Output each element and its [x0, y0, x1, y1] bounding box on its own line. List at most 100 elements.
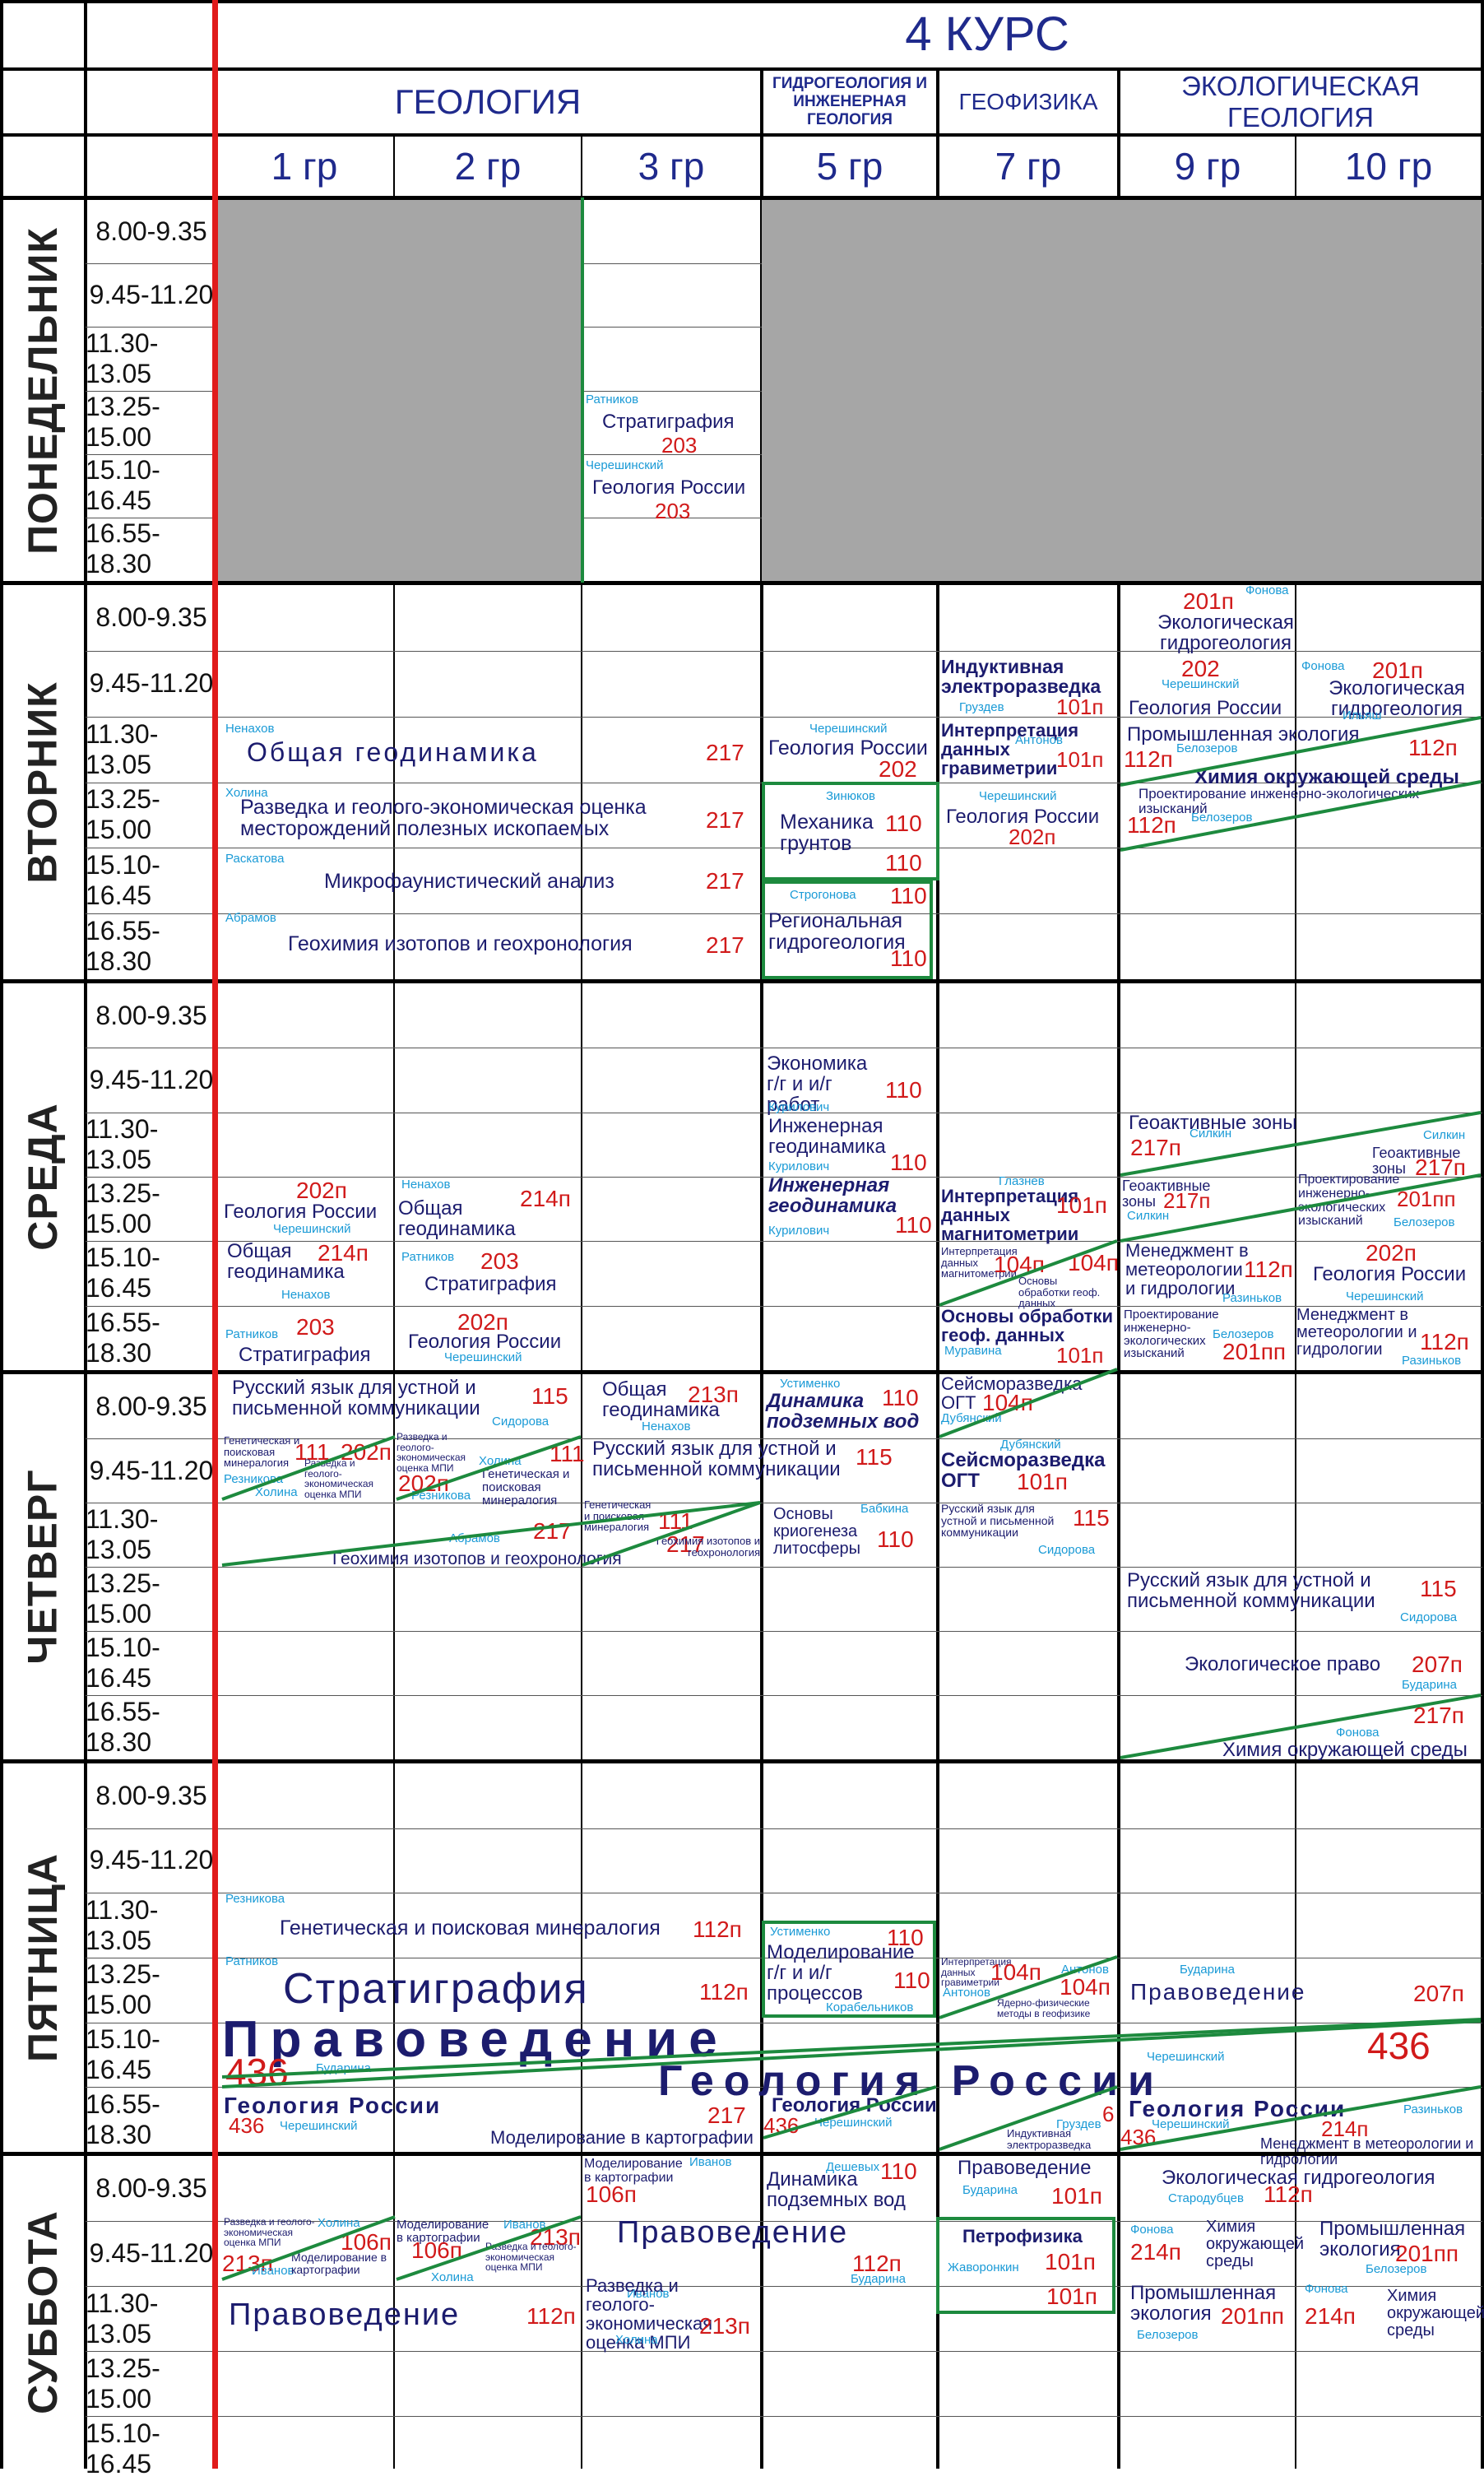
subject: Геология России: [408, 1331, 562, 1353]
teacher: Абрамов: [449, 1531, 500, 1545]
room: 436: [229, 2113, 265, 2138]
room: 101п: [1056, 695, 1104, 719]
room: 201пп: [1397, 1187, 1456, 1211]
time-slot-label: 8.00-9.35: [95, 1000, 207, 1030]
teacher: Черешинский: [1162, 677, 1240, 691]
saturday-g7-box: [936, 2217, 1115, 2314]
room: 111: [550, 1441, 585, 1466]
teacher: Курилович: [768, 1159, 830, 1173]
subject: Химия окружающей среды: [1387, 2287, 1484, 2339]
time-slot-label: 16.55-18.30: [86, 1307, 160, 1368]
room: 217п: [1163, 1188, 1211, 1213]
subject: Стратиграфия: [239, 1344, 371, 1366]
teacher: Холина: [255, 1485, 298, 1499]
subject: Разведка и геолого-экономическая оценка …: [224, 2216, 315, 2249]
teacher: Сидорова: [1400, 1610, 1458, 1624]
subject: Динамика подземных вод: [767, 1390, 920, 1433]
row-divider: [86, 1567, 1482, 1568]
room: 115: [531, 1383, 568, 1409]
room: 106п: [586, 2181, 637, 2207]
subject: Разведка и геолого-экономическая оценка …: [240, 796, 647, 841]
room: 115: [1073, 1505, 1110, 1531]
subject: Геология России: [1129, 697, 1282, 719]
room: 101п: [1056, 1343, 1104, 1368]
teacher: Белозеров: [1394, 1215, 1455, 1229]
teacher: Глазнев: [999, 1174, 1045, 1188]
teacher: Белозеров: [1191, 811, 1253, 825]
room: 436: [1367, 2024, 1431, 2067]
room: 111: [658, 1508, 693, 1534]
time-slot-label: 15.10-16.45: [86, 1243, 160, 1303]
teacher: Силкин: [1423, 1128, 1466, 1142]
room: 217: [706, 868, 744, 894]
row-divider: [86, 1438, 1482, 1439]
time-slot-label: 9.45-11.20: [89, 1064, 214, 1094]
subject: Геология России: [592, 476, 746, 499]
teacher: Антонов: [1015, 733, 1063, 747]
teacher: Ненахов: [225, 722, 275, 736]
teacher: Черешинский: [809, 722, 888, 736]
subject: Промышленная экология: [1130, 2282, 1277, 2325]
room: 101п: [1056, 1192, 1107, 1218]
room: 203: [480, 1248, 519, 1274]
subject: Менеджмент в метеорологии и гидрологии: [1296, 1306, 1417, 1359]
group-2: 2 гр: [454, 145, 522, 188]
teacher: Фонова: [1301, 659, 1345, 673]
subject: Проектирование инженерно-экологических и…: [1139, 786, 1420, 816]
time-slot-label: 13.25-15.00: [86, 1568, 160, 1628]
teacher: Курилович: [768, 1224, 830, 1238]
time-slot-label: 13.25-15.00: [86, 784, 160, 845]
room: 203: [296, 1314, 335, 1340]
teacher: Дубянский: [1000, 1438, 1061, 1452]
row-divider: [86, 651, 1482, 652]
subject: Русский язык для устной и письменной ком…: [232, 1377, 480, 1420]
subject: Региональная гидрогеология: [768, 909, 906, 955]
subject: Правоведение: [1130, 1979, 1306, 2005]
subject: Стратиграфия: [602, 411, 735, 433]
time-slot-label: 11.30-13.05: [86, 718, 159, 779]
subject: Правоведение: [617, 2215, 849, 2250]
subject: Общая геодинамика: [227, 1240, 345, 1284]
subject: Общая геодинамика: [247, 737, 539, 767]
dept-hydro: ГИДРОГЕОЛОГИЯ И ИНЖЕНЕРНАЯ ГЕОЛОГИЯ: [772, 75, 928, 128]
teacher: Холина: [225, 786, 268, 800]
subject: Геохимия изотопов и геохронология: [288, 932, 633, 955]
subject: Проектирование инженерно-экологических и…: [1298, 1173, 1400, 1229]
teacher: Бабкина: [860, 1502, 909, 1516]
room: 217п: [1413, 1703, 1464, 1728]
teacher: Белозеров: [1213, 1327, 1274, 1341]
teacher: Раскатова: [225, 852, 285, 866]
room: 110: [887, 1925, 924, 1950]
time-slot-label: 15.10-16.45: [86, 850, 160, 911]
time-slot-label: 15.10-16.45: [86, 2023, 160, 2084]
friday-g5-box: [762, 1921, 936, 2018]
room: 201пп: [1222, 1339, 1287, 1364]
subject: Моделирование в картографии: [291, 2251, 387, 2276]
row-divider: [86, 717, 1482, 718]
room: 112п: [1264, 2181, 1313, 2207]
room: 110: [890, 1150, 927, 1175]
teacher: Абрамов: [225, 911, 276, 925]
room: 112п: [1420, 1329, 1469, 1354]
room: 201п: [1372, 657, 1423, 683]
teacher: Ненахов: [281, 1288, 331, 1302]
teacher: Белозеров: [1137, 2328, 1199, 2342]
time-slot-label: 15.10-16.45: [86, 1633, 160, 1693]
teacher: Дешевых: [826, 2160, 880, 2174]
teacher: Ратников: [401, 1250, 455, 1264]
teacher: Силкин: [1127, 1209, 1170, 1223]
teacher: Строгонова: [790, 888, 856, 902]
dept-geology: ГЕОЛОГИЯ: [394, 82, 582, 121]
subject: Стратиграфия: [283, 1965, 589, 2013]
room: 217: [706, 932, 744, 958]
room: 203: [655, 499, 691, 523]
subject: Моделирование в картографии: [584, 2157, 683, 2185]
room: 201п: [1183, 588, 1234, 614]
row-divider: [86, 1241, 1482, 1242]
room: 436: [763, 2113, 800, 2138]
group-3: 3 гр: [638, 145, 705, 188]
red-divider: [212, 0, 218, 2469]
room: 217п: [1130, 1135, 1181, 1160]
tuesday-g5-box: [762, 782, 939, 880]
teacher: Холина: [431, 2270, 474, 2284]
